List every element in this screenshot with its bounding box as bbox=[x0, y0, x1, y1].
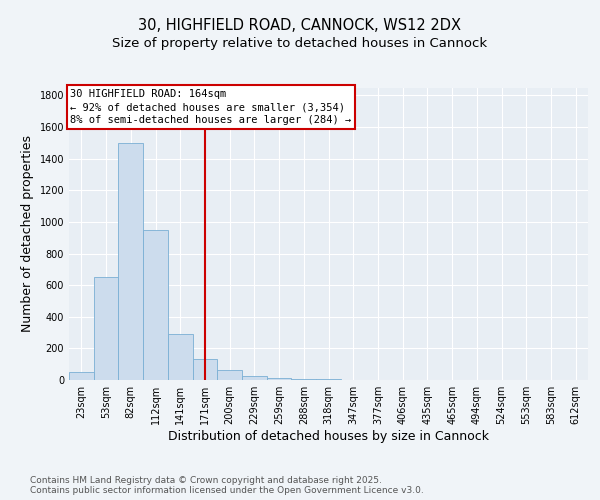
Text: Contains HM Land Registry data © Crown copyright and database right 2025.
Contai: Contains HM Land Registry data © Crown c… bbox=[30, 476, 424, 495]
Bar bbox=[242, 376, 267, 380]
Bar bbox=[94, 277, 118, 380]
Bar bbox=[69, 372, 94, 380]
Bar bbox=[267, 378, 292, 380]
Bar bbox=[143, 230, 168, 380]
Text: 30 HIGHFIELD ROAD: 164sqm
← 92% of detached houses are smaller (3,354)
8% of sem: 30 HIGHFIELD ROAD: 164sqm ← 92% of detac… bbox=[70, 89, 352, 126]
Bar bbox=[168, 334, 193, 380]
Bar bbox=[217, 370, 242, 380]
Bar bbox=[118, 143, 143, 380]
X-axis label: Distribution of detached houses by size in Cannock: Distribution of detached houses by size … bbox=[168, 430, 489, 443]
Text: Size of property relative to detached houses in Cannock: Size of property relative to detached ho… bbox=[112, 38, 488, 51]
Bar bbox=[292, 379, 316, 380]
Y-axis label: Number of detached properties: Number of detached properties bbox=[21, 135, 34, 332]
Bar bbox=[316, 379, 341, 380]
Text: 30, HIGHFIELD ROAD, CANNOCK, WS12 2DX: 30, HIGHFIELD ROAD, CANNOCK, WS12 2DX bbox=[139, 18, 461, 32]
Bar bbox=[193, 360, 217, 380]
